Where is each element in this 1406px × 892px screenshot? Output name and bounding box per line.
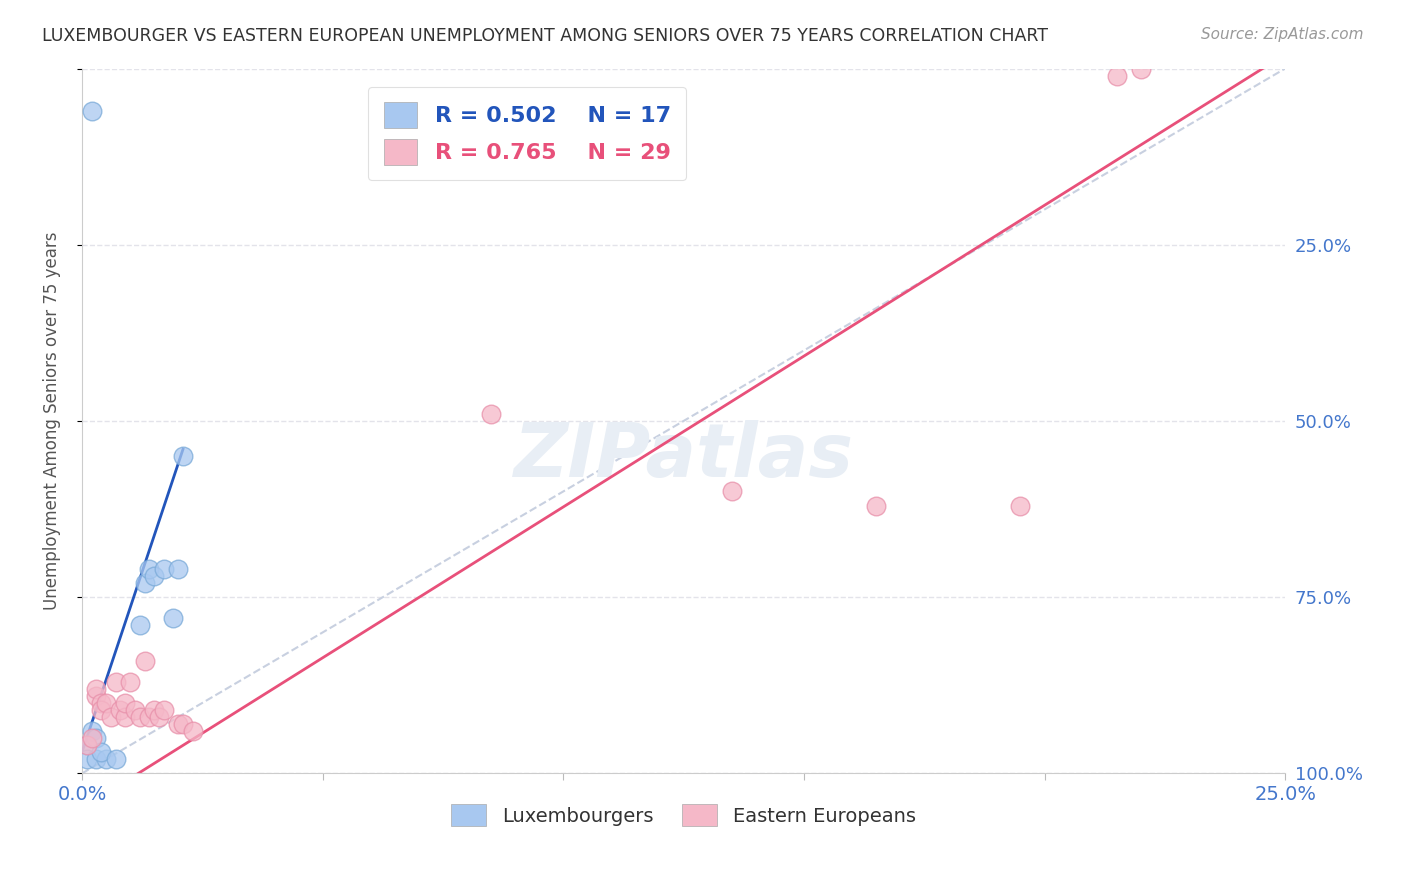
Point	[152, 703, 174, 717]
Point	[124, 703, 146, 717]
Point	[720, 484, 742, 499]
Text: ZIPatlas: ZIPatlas	[513, 420, 853, 492]
Point	[152, 562, 174, 576]
Point	[134, 576, 156, 591]
Point	[865, 499, 887, 513]
Legend: Luxembourgers, Eastern Europeans: Luxembourgers, Eastern Europeans	[443, 797, 924, 834]
Point	[181, 724, 204, 739]
Point	[172, 717, 194, 731]
Point	[172, 449, 194, 463]
Point	[76, 752, 98, 766]
Point	[479, 407, 502, 421]
Point	[167, 562, 190, 576]
Point	[143, 569, 166, 583]
Point	[143, 703, 166, 717]
Point	[1129, 62, 1152, 76]
Point	[110, 703, 132, 717]
Point	[90, 745, 112, 759]
Point	[138, 562, 160, 576]
Point	[1105, 69, 1128, 83]
Point	[86, 681, 108, 696]
Point	[76, 738, 98, 752]
Point	[138, 710, 160, 724]
Point	[80, 731, 103, 746]
Point	[128, 618, 150, 632]
Point	[86, 689, 108, 703]
Text: Source: ZipAtlas.com: Source: ZipAtlas.com	[1201, 27, 1364, 42]
Point	[167, 717, 190, 731]
Point	[94, 696, 117, 710]
Point	[120, 674, 142, 689]
Y-axis label: Unemployment Among Seniors over 75 years: Unemployment Among Seniors over 75 years	[44, 232, 60, 610]
Point	[90, 696, 112, 710]
Point	[90, 703, 112, 717]
Point	[114, 710, 136, 724]
Point	[114, 696, 136, 710]
Point	[100, 710, 122, 724]
Point	[86, 731, 108, 746]
Point	[1010, 499, 1032, 513]
Point	[134, 654, 156, 668]
Point	[104, 674, 127, 689]
Point	[76, 738, 98, 752]
Point	[94, 752, 117, 766]
Point	[128, 710, 150, 724]
Point	[80, 724, 103, 739]
Text: LUXEMBOURGER VS EASTERN EUROPEAN UNEMPLOYMENT AMONG SENIORS OVER 75 YEARS CORREL: LUXEMBOURGER VS EASTERN EUROPEAN UNEMPLO…	[42, 27, 1049, 45]
Point	[148, 710, 170, 724]
Point	[80, 103, 103, 118]
Point	[86, 752, 108, 766]
Point	[104, 752, 127, 766]
Point	[162, 611, 184, 625]
